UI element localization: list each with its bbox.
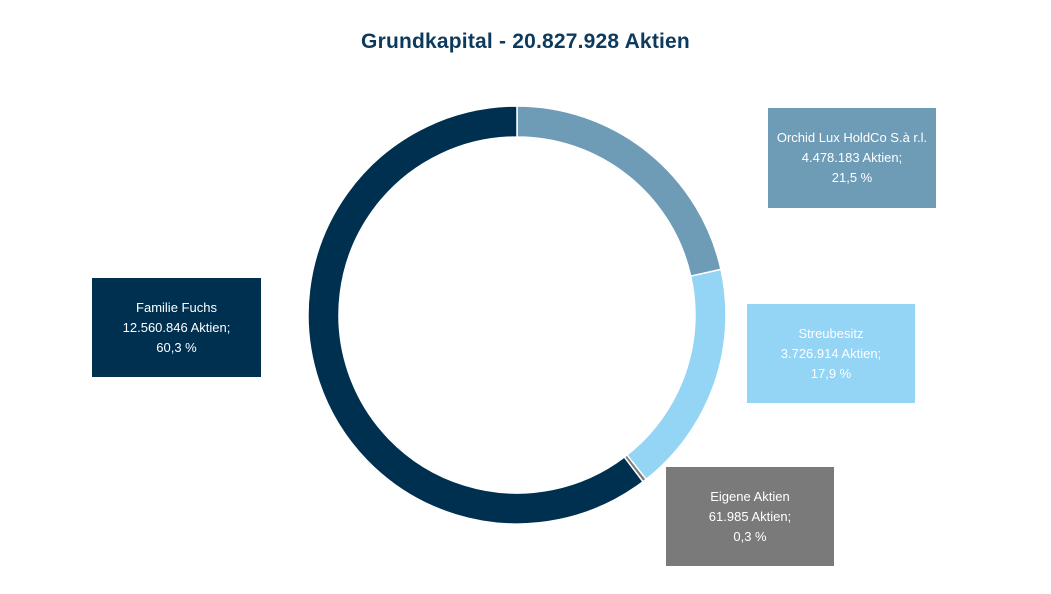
slice-label-shares: 12.560.846 Aktien; xyxy=(122,319,231,335)
slice-label-percent: 21,5 % xyxy=(831,170,873,185)
slice-label-shares: 3.726.914 Aktien; xyxy=(780,345,882,361)
slice-label-percent: 60,3 % xyxy=(156,339,197,355)
donut-slice-streubesitz xyxy=(625,268,727,481)
slice-label-percent: 17,9 % xyxy=(810,365,852,381)
slice-label-eigene-aktien: Eigene Aktien 61.985 Aktien; 0,3 % xyxy=(666,467,834,566)
slice-label-familie-fuchs: Familie Fuchs 12.560.846 Aktien; 60,3 % xyxy=(92,278,261,377)
slice-label-name: Orchid Lux HoldCo S.à r.l. xyxy=(776,130,928,145)
slice-label-name: Streubesitz xyxy=(798,325,864,341)
slice-label-shares: 61.985 Aktien; xyxy=(708,508,792,524)
slice-label-streubesitz: Streubesitz 3.726.914 Aktien; 17,9 % xyxy=(747,304,915,403)
slice-label-name: Eigene Aktien xyxy=(710,488,790,504)
chart-title: Grundkapital - 20.827.928 Aktien xyxy=(361,30,690,53)
slice-label-orchid: Orchid Lux HoldCo S.à r.l. 4.478.183 Akt… xyxy=(768,108,936,208)
slice-label-name: Familie Fuchs xyxy=(136,299,217,315)
donut-slice-orchid-lux-holdco-s-r-l xyxy=(516,105,722,278)
slice-label-percent: 0,3 % xyxy=(733,528,767,544)
donut-slice-familie-fuchs xyxy=(307,105,645,525)
slice-label-shares: 4.478.183 Aktien; xyxy=(801,150,903,165)
